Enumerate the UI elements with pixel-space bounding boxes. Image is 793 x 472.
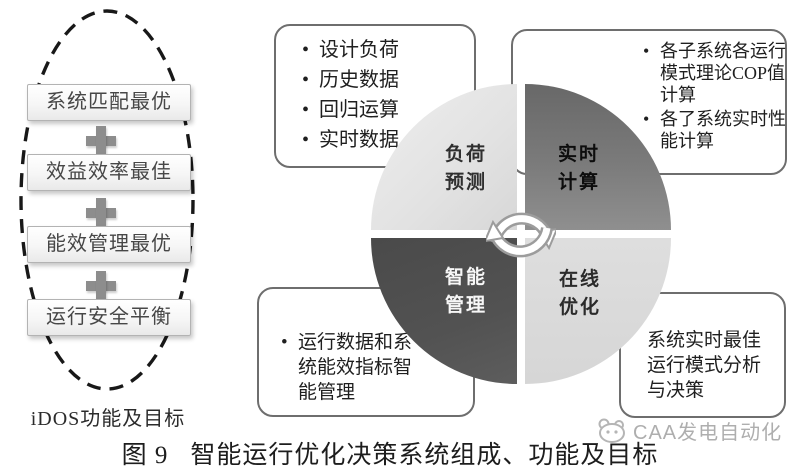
callout-item: • 各了系统实时性能计算 bbox=[643, 108, 787, 152]
callout-text: 系统实时最佳运行模式分析与决策 bbox=[647, 330, 762, 401]
callout-item-label: 运行数据和系统能效指标智能管理 bbox=[298, 332, 413, 403]
callout-item: • 各子系统各运行模式理论COP值计算 bbox=[643, 40, 787, 106]
quadrant-label-line: 在线 bbox=[558, 269, 601, 290]
bullet-icon: • bbox=[302, 69, 310, 91]
callout-item-label: 实时数据 bbox=[319, 129, 399, 151]
bullet-icon: • bbox=[302, 39, 310, 61]
callout-item-label: 设计负荷 bbox=[319, 39, 399, 61]
goal-box-safe-balance: 运行安全平衡 bbox=[27, 299, 191, 336]
caa-mascot-icon bbox=[598, 418, 625, 443]
quadrant-label-line: 计算 bbox=[557, 172, 600, 193]
quadrant-label-intelligent-mgmt: 智能 管理 bbox=[434, 264, 498, 320]
callout-item: • 实时数据 bbox=[302, 125, 399, 155]
callout-item-label: 回归运算 bbox=[319, 99, 399, 121]
plus-icon bbox=[86, 198, 116, 228]
quadrant-label-line: 管理 bbox=[444, 295, 487, 316]
callout-item: • 回归运算 bbox=[302, 95, 399, 125]
callout-item-list: • 各子系统各运行模式理论COP值计算 • 各了系统实时性能计算 bbox=[643, 40, 787, 154]
quadrant-label-line: 智能 bbox=[444, 267, 487, 288]
callout-item-list: • 运行数据和系统能效指标智能管理 bbox=[281, 330, 419, 405]
plus-icon bbox=[86, 126, 116, 156]
bullet-icon: • bbox=[643, 41, 650, 61]
quadrant-label-line: 预测 bbox=[444, 172, 487, 193]
quadrant-label-online-opt: 在线 优化 bbox=[548, 266, 612, 322]
callout-item: • 设计负荷 bbox=[302, 35, 399, 65]
callout-item-list: • 设计负荷 • 历史数据 • 回归运算 • 实时数据 bbox=[302, 35, 399, 155]
goal-box-system-match: 系统匹配最优 bbox=[27, 84, 191, 121]
callout-item-label: 历史数据 bbox=[319, 69, 399, 91]
callout-item-label: 各子系统各运行模式理论COP值计算 bbox=[660, 41, 786, 105]
callout-item-label: 各了系统实时性能计算 bbox=[660, 109, 786, 151]
quadrant-label-realtime-calc: 实时 计算 bbox=[547, 141, 611, 197]
figure-caption: 图 9 智能运行优化决策系统组成、功能及目标 bbox=[40, 435, 740, 471]
quadrant-label-line: 负荷 bbox=[444, 144, 487, 165]
callout-item: • 运行数据和系统能效指标智能管理 bbox=[281, 330, 419, 405]
watermark: CAA发电自动化 bbox=[592, 415, 782, 445]
bullet-icon: • bbox=[302, 99, 310, 121]
callout-item: • 历史数据 bbox=[302, 65, 399, 95]
figure-title: 智能运行优化决策系统组成、功能及目标 bbox=[190, 442, 659, 469]
goal-box-energy-mgmt: 能效管理最优 bbox=[27, 226, 191, 263]
cycle-arrows-icon bbox=[486, 212, 556, 258]
quadrant-label-line: 实时 bbox=[557, 144, 600, 165]
idos-dashed-ellipse bbox=[19, 9, 195, 391]
goal-box-benefit: 效益效率最佳 bbox=[27, 154, 191, 191]
figure-number: 图 9 bbox=[121, 442, 169, 469]
bullet-icon: • bbox=[643, 109, 650, 129]
plus-icon bbox=[86, 271, 116, 301]
bullet-icon: • bbox=[281, 332, 288, 353]
idos-panel-caption: iDOS功能及目标 bbox=[30, 408, 186, 430]
quadrant-label-load-forecast: 负荷 预测 bbox=[434, 141, 498, 197]
watermark-label: CAA发电自动化 bbox=[633, 421, 783, 444]
bullet-icon: • bbox=[302, 129, 310, 151]
quadrant-label-line: 优化 bbox=[558, 297, 601, 318]
